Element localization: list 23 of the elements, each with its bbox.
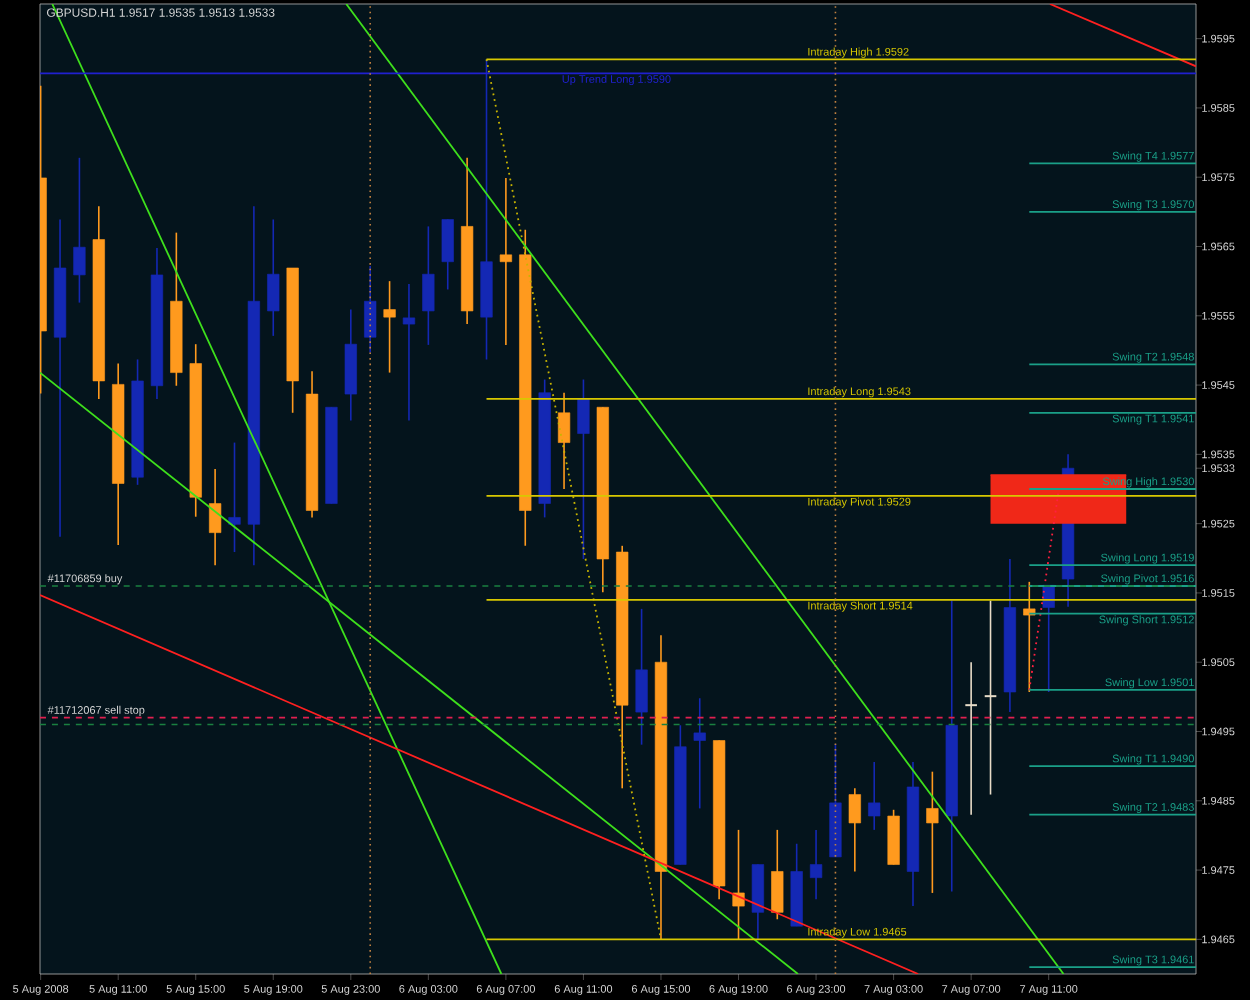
candlestick — [848, 787, 861, 873]
candlestick — [73, 157, 86, 304]
candlestick — [751, 863, 765, 941]
candlestick — [577, 378, 590, 560]
candlestick — [422, 225, 435, 346]
candlestick — [964, 661, 978, 816]
candlestick — [267, 218, 280, 337]
candlestick — [693, 697, 706, 810]
candlestick — [557, 391, 571, 490]
candlestick — [809, 829, 823, 900]
candlestick — [926, 770, 939, 894]
candlestick — [228, 441, 241, 553]
candlestick — [441, 218, 454, 291]
candlestick — [771, 829, 784, 921]
candlestick — [983, 599, 998, 796]
candlestick — [499, 177, 513, 346]
candlestick — [868, 761, 881, 831]
candlestick — [383, 280, 396, 374]
candlestick — [732, 829, 745, 941]
candlestick — [635, 608, 648, 746]
candlestick — [402, 283, 416, 422]
candlestick — [209, 468, 222, 567]
candlestick — [1023, 581, 1036, 693]
